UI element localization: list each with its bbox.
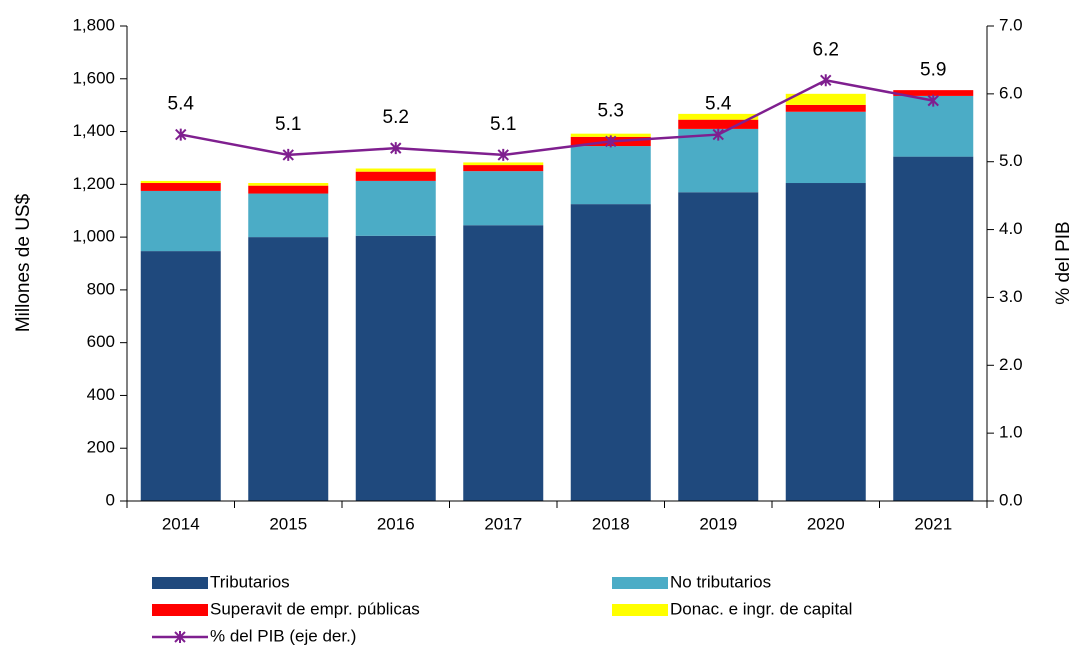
y-tick-label: 1,400	[72, 121, 115, 140]
y2-axis-title: % del PIB	[1053, 221, 1074, 304]
data-label: 5.4	[705, 94, 732, 115]
y2-tick-label: 6.0	[999, 83, 1023, 102]
bar-segment	[785, 93, 866, 105]
line-series	[180, 78, 934, 157]
x-tick-label: 2020	[807, 514, 845, 533]
data-label: 5.1	[275, 114, 301, 135]
legend-label: Donac. e ingr. de capital	[670, 599, 852, 618]
bar-segment	[678, 119, 759, 129]
line-marker	[497, 148, 509, 161]
x-tick-label: 2021	[914, 514, 952, 533]
bar-segment	[570, 133, 651, 137]
legend-swatch	[612, 577, 668, 589]
line-marker	[605, 135, 617, 148]
bar-segment	[355, 180, 436, 236]
y-tick-label: 1,800	[72, 15, 115, 34]
y2-tick-label: 0.0	[999, 490, 1023, 509]
bar-segment	[570, 146, 651, 205]
line-marker	[175, 128, 187, 141]
y2-tick-label: 4.0	[999, 219, 1023, 238]
data-label: 5.1	[490, 114, 516, 135]
bar-segment	[678, 192, 759, 501]
bar-segment	[355, 235, 436, 501]
x-tick-label: 2016	[377, 514, 415, 533]
line-marker	[927, 94, 939, 107]
legend-label: No tributarios	[670, 572, 771, 591]
y-tick-label: 1,000	[72, 227, 115, 246]
line-marker	[712, 128, 724, 141]
y2-tick-label: 3.0	[999, 287, 1023, 306]
y2-tick-label: 5.0	[999, 151, 1023, 170]
bar-segment	[355, 171, 436, 181]
y2-tick-label: 7.0	[999, 15, 1023, 34]
data-label: 5.2	[383, 107, 409, 128]
y-tick-label: 200	[87, 438, 115, 457]
bar-segment	[893, 156, 974, 501]
y2-tick-label: 1.0	[999, 423, 1023, 442]
y-axis-title: Millones de US$	[13, 193, 34, 332]
y-tick-label: 400	[87, 385, 115, 404]
bar-segment	[355, 168, 436, 172]
bar-segment	[248, 183, 329, 186]
x-tick-label: 2015	[269, 514, 307, 533]
line-marker	[390, 142, 402, 155]
legend-swatch	[152, 577, 208, 589]
bar-segment	[140, 251, 221, 501]
data-label: 5.3	[598, 100, 624, 121]
y2-tick-label: 2.0	[999, 355, 1023, 374]
bar-segment	[140, 180, 221, 184]
x-tick-label: 2014	[162, 514, 200, 533]
bar-segment	[248, 193, 329, 238]
bar-segment	[463, 225, 544, 501]
bar-segment	[248, 237, 329, 501]
bar-segment	[463, 162, 544, 166]
legend-swatch	[612, 604, 668, 616]
x-tick-label: 2019	[699, 514, 737, 533]
bar-segment	[678, 113, 759, 120]
y-tick-label: 800	[87, 279, 115, 298]
x-tick-label: 2017	[484, 514, 522, 533]
bar-segment	[785, 183, 866, 501]
line-marker	[282, 148, 294, 161]
y-tick-label: 0	[106, 490, 115, 509]
y-tick-label: 1,200	[72, 174, 115, 193]
bar-segment	[785, 111, 866, 184]
legend-label: Superavit de empr. públicas	[210, 599, 420, 618]
data-label: 5.9	[920, 60, 946, 81]
data-label: 5.4	[168, 94, 195, 115]
bar-segment	[463, 165, 544, 172]
line-marker	[820, 74, 832, 87]
bar-segment	[570, 204, 651, 501]
y-tick-label: 1,600	[72, 68, 115, 87]
bar-segment	[463, 171, 544, 226]
x-tick-label: 2018	[592, 514, 630, 533]
bar-segment	[140, 183, 221, 191]
bar-segment	[893, 90, 974, 96]
legend-swatch	[152, 604, 208, 616]
legend-marker	[174, 631, 186, 643]
legend-label: Tributarios	[210, 572, 290, 591]
data-label: 6.2	[813, 39, 839, 60]
y-tick-label: 600	[87, 332, 115, 351]
legend-label: % del PIB (eje der.)	[210, 626, 356, 645]
bar-segment	[140, 190, 221, 252]
bar-segment	[248, 185, 329, 194]
bar-segment	[785, 104, 866, 112]
